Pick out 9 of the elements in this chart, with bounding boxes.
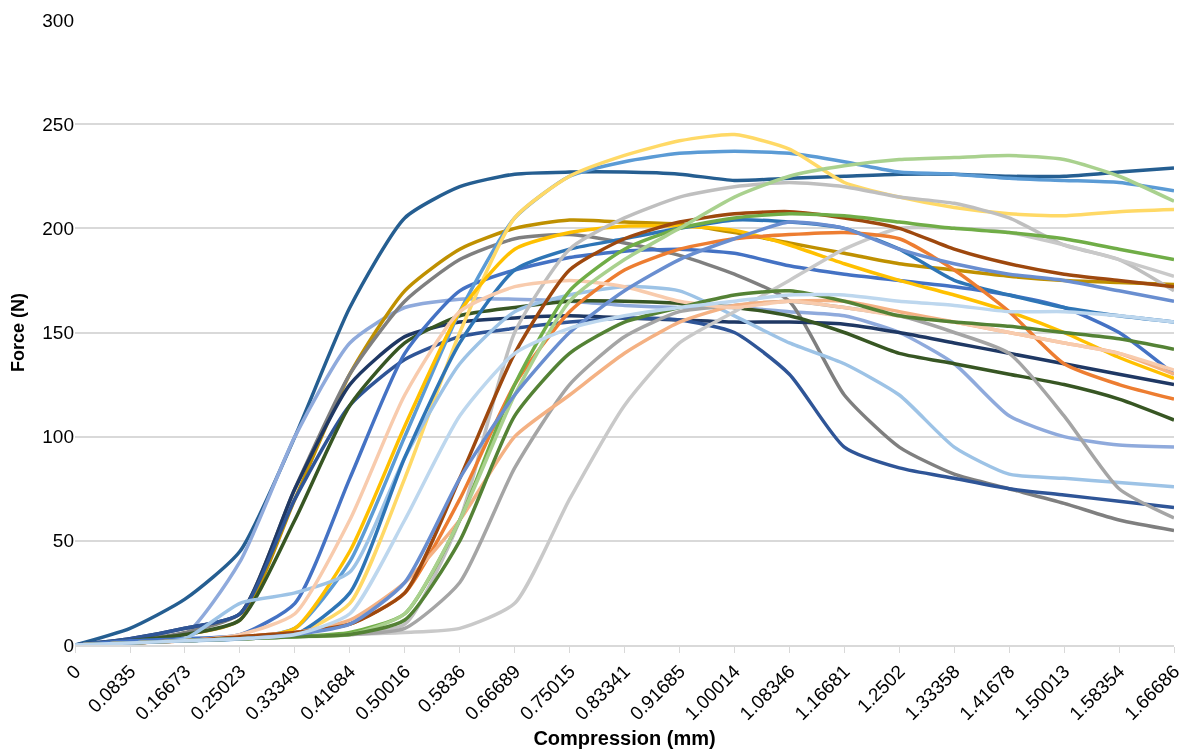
y-tick-label: 50 xyxy=(52,530,74,552)
y-tick-label: 0 xyxy=(63,634,74,656)
y-axis-title: Force (N) xyxy=(8,292,29,373)
y-tick-label: 250 xyxy=(42,113,74,135)
y-tick-label: 100 xyxy=(42,426,74,448)
x-axis-title: Compression (mm) xyxy=(533,727,716,750)
y-tick-label: 150 xyxy=(42,322,74,344)
y-tick-label: 300 xyxy=(42,9,74,31)
y-tick-label: 200 xyxy=(42,217,74,239)
